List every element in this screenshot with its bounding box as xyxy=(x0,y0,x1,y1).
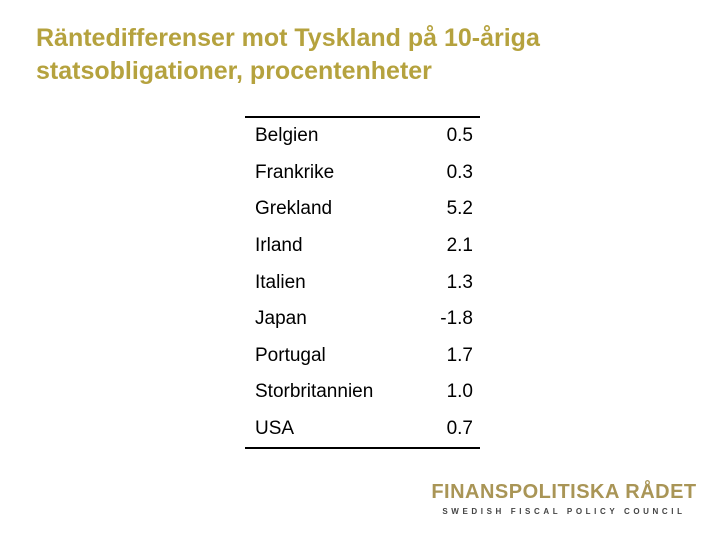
spread-table: Belgien 0.5 Frankrike 0.3 Grekland 5.2 I… xyxy=(245,116,480,450)
value-cell: 0.3 xyxy=(446,161,473,183)
table-row: Italien 1.3 xyxy=(245,264,480,301)
table-row: Irland 2.1 xyxy=(245,228,480,265)
table-row: USA 0.7 xyxy=(245,411,480,449)
value-cell: 0.5 xyxy=(446,125,473,147)
country-cell: Irland xyxy=(255,235,303,257)
value-cell: 1.0 xyxy=(446,381,473,403)
title-line-2: statsobligationer, procentenheter xyxy=(36,57,432,85)
country-cell: Frankrike xyxy=(255,161,335,183)
country-cell: Storbritannien xyxy=(255,381,374,403)
country-cell: Japan xyxy=(255,308,307,330)
table-row: Portugal 1.7 xyxy=(245,338,480,375)
value-cell: 1.3 xyxy=(446,271,473,293)
value-cell: 0.7 xyxy=(446,418,473,440)
table-row: Storbritannien 1.0 xyxy=(245,374,480,411)
value-cell: 5.2 xyxy=(446,198,473,220)
value-cell: 1.7 xyxy=(446,344,473,366)
country-cell: Portugal xyxy=(255,344,326,366)
country-cell: Grekland xyxy=(255,198,333,220)
table-row: Japan -1.8 xyxy=(245,301,480,338)
country-cell: Italien xyxy=(255,271,306,293)
country-cell: USA xyxy=(255,418,295,440)
title-line-1: Räntedifferenser mot Tyskland på 10-årig… xyxy=(36,24,540,52)
value-cell: 2.1 xyxy=(446,235,473,257)
value-cell: -1.8 xyxy=(440,308,473,330)
slide-title: Räntedifferenser mot Tyskland på 10-årig… xyxy=(36,22,676,88)
logo-subtitle: SWEDISH FISCAL POLICY COUNCIL xyxy=(442,507,686,516)
finanspolitiska-radet-logo: FINANSPOLITISKA RÅDET SWEDISH FISCAL POL… xyxy=(428,480,700,516)
table-row: Grekland 5.2 xyxy=(245,191,480,228)
table-row: Frankrike 0.3 xyxy=(245,155,480,192)
country-cell: Belgien xyxy=(255,125,319,147)
table-row: Belgien 0.5 xyxy=(245,117,480,155)
logo-name: FINANSPOLITISKA RÅDET xyxy=(431,481,697,503)
